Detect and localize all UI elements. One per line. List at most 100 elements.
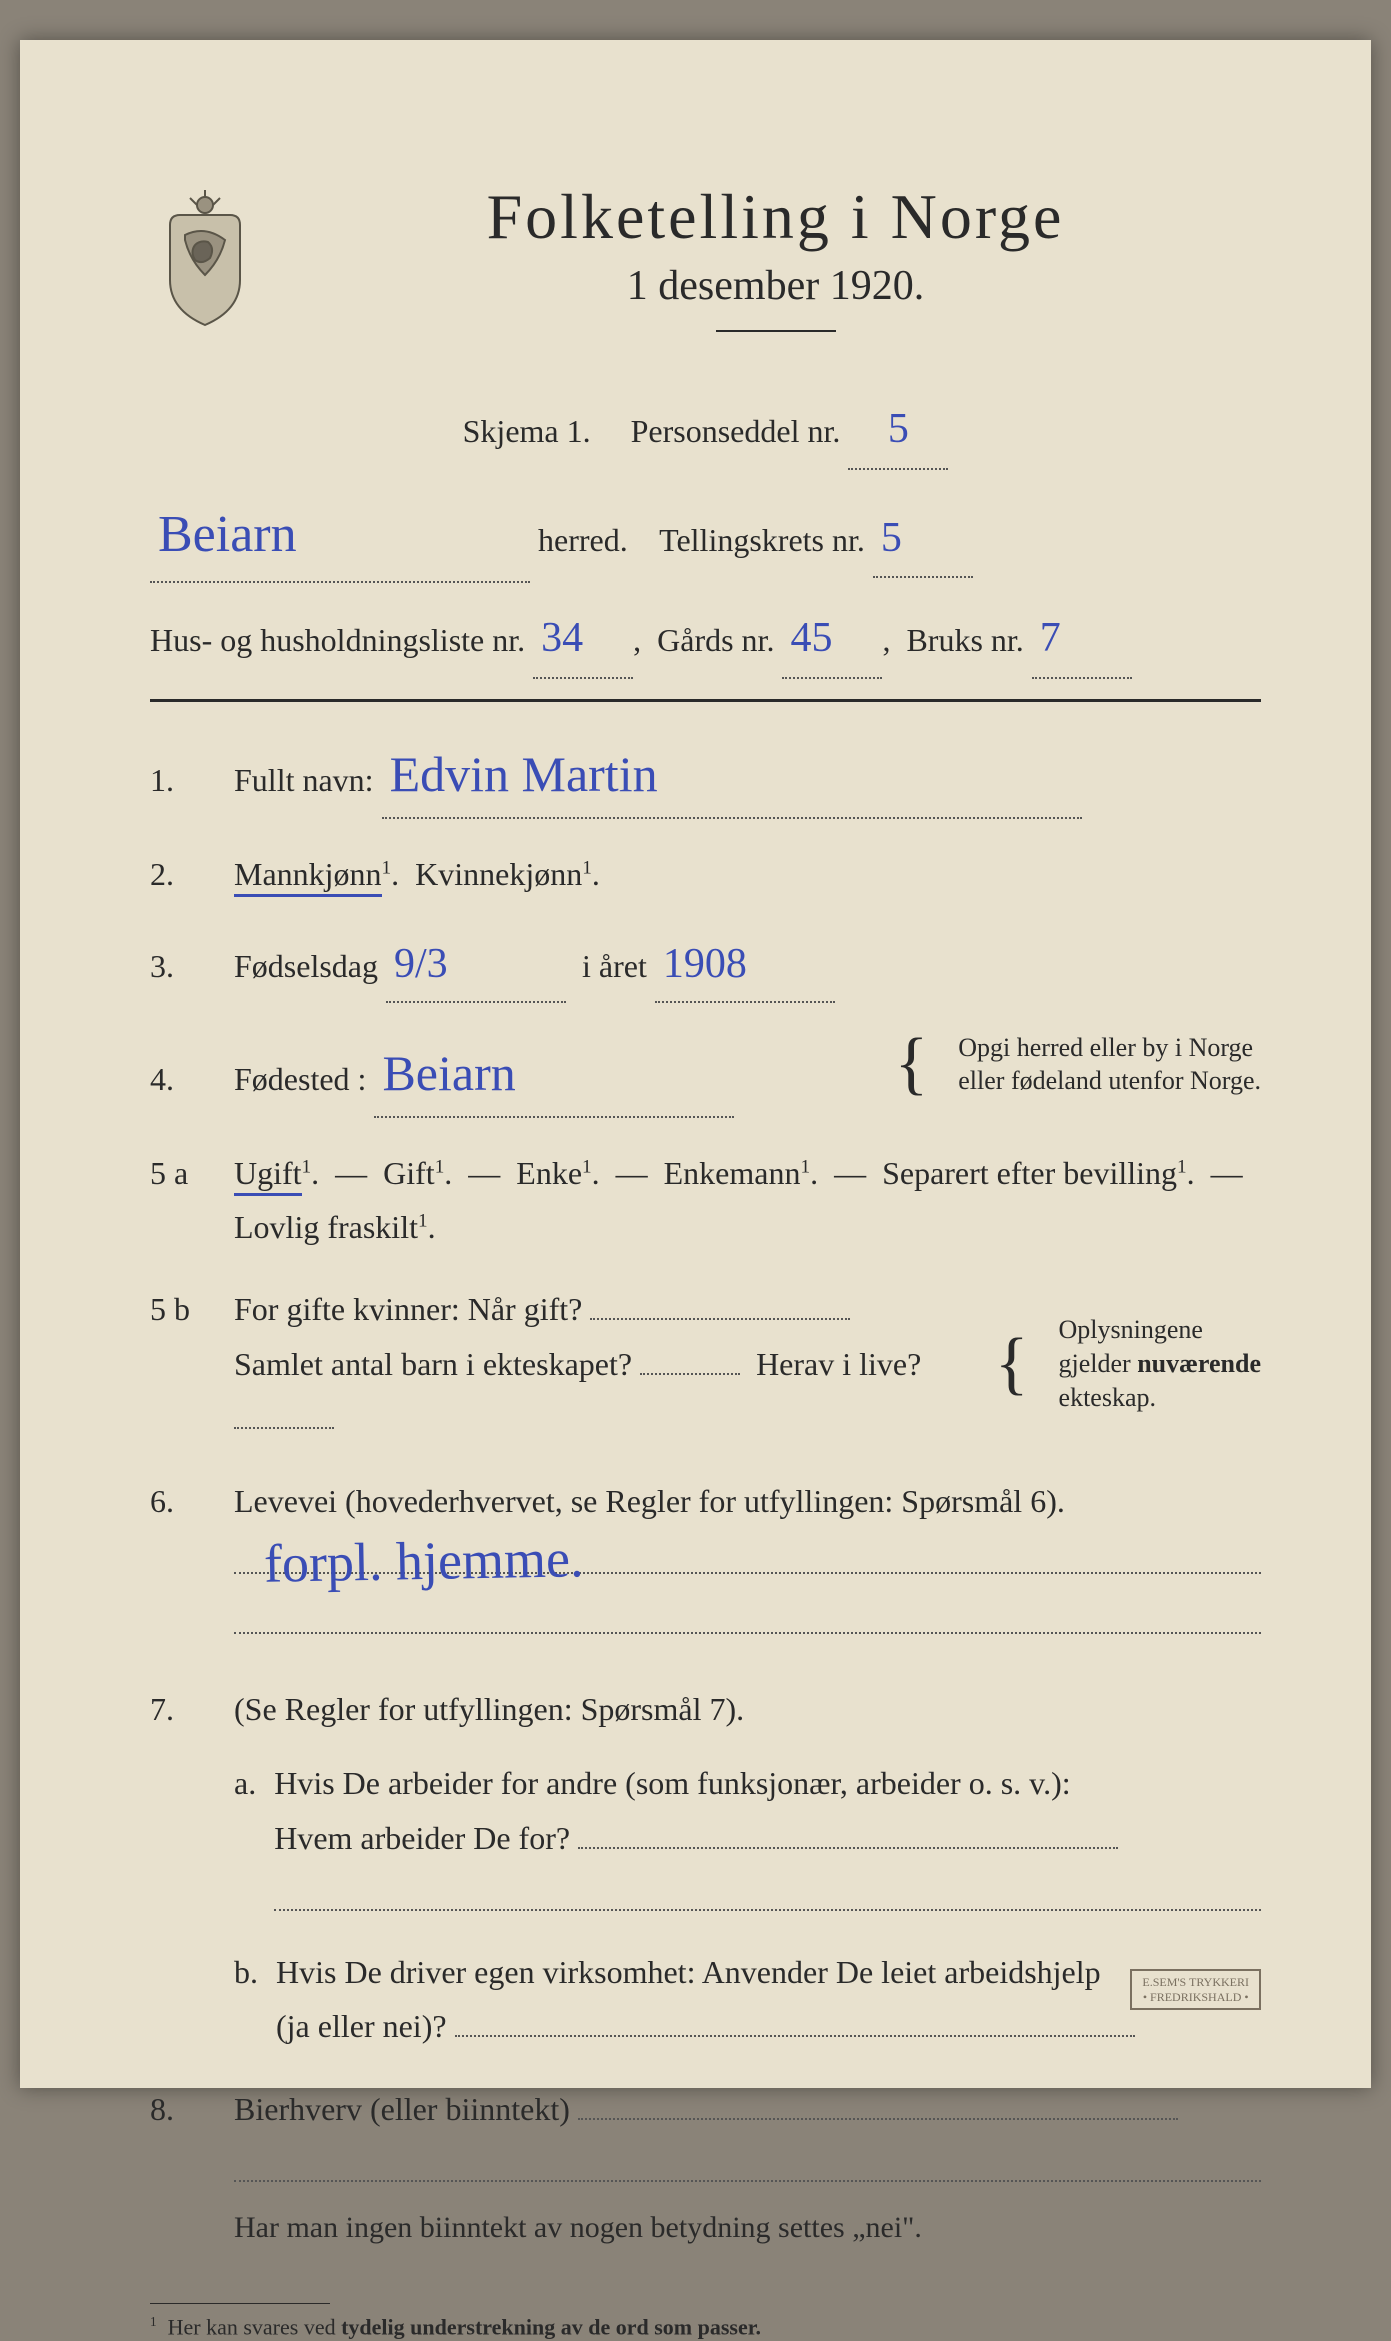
q4-note2: eller fødeland utenfor Norge. [958,1064,1261,1098]
tellingskrets-field: 5 [873,501,973,579]
husliste-label: Hus- og husholdningsliste nr. [150,622,525,658]
bruks-label: Bruks nr. [906,622,1023,658]
q5a-enkemann: Enkemann [664,1155,801,1191]
q3-year-field: 1908 [655,929,835,1002]
q2-kvinne: Kvinnekjønn [415,856,582,892]
question-2: 2. Mannkjønn1. Kvinnekjønn1. [150,847,1261,901]
q4-field: Beiarn [374,1031,734,1118]
q2-sup1: 1 [382,857,392,878]
question-5b: 5 b For gifte kvinner: Når gift? Samlet … [150,1282,1261,1445]
herred-line: Beiarn herred. Tellingskrets nr. 5 [150,488,1261,584]
q1-label: Fullt navn: [234,762,374,798]
q5a-enke: Enke [516,1155,582,1191]
q6-field: forpl. hjemme. [234,1534,1261,1574]
q4-number: 4. [150,1052,210,1106]
title-divider [716,330,836,332]
skjema-label: Skjema 1. [463,413,591,449]
title-block: Folketelling i Norge 1 desember 1920. [290,180,1261,362]
q7-number: 7. [150,1682,210,1736]
footnote-sup: 1 [150,2314,157,2329]
question-6: 6. Levevei (hovederhvervet, se Regler fo… [150,1474,1261,1654]
bruks-field: 7 [1032,601,1132,679]
q2-mann: Mannkjønn [234,856,382,897]
brace-icon: { [995,1336,1029,1392]
q5b-note: { Oplysningene gjelder nuværende ekteska… [995,1313,1261,1414]
herred-field: Beiarn [150,488,530,584]
skjema-line: Skjema 1. Personseddel nr. 5 [150,392,1261,470]
tellingskrets-value: 5 [881,515,902,561]
q7b-letter: b. [234,1945,258,2054]
q4-label: Fødested : [234,1061,366,1097]
q7a-field-2 [274,1871,1261,1911]
personseddel-value: 5 [888,406,909,452]
q7a-text2: Hvem arbeider De for? [274,1820,570,1856]
q5a-lovlig: Lovlig fraskilt [234,1209,418,1245]
brace-icon: { [895,1036,929,1092]
q1-number: 1. [150,753,210,807]
q6-field-2 [234,1594,1261,1634]
q7b-text1: Hvis De driver egen virksomhet: Anvender… [276,1954,1101,1990]
q6-number: 6. [150,1474,210,1528]
subtitle: 1 desember 1920. [290,262,1261,310]
bruks-value: 7 [1040,615,1061,661]
q5b-barn-field [640,1373,740,1375]
q8-number: 8. [150,2082,210,2136]
gards-field: 45 [782,601,882,679]
q1-field: Edvin Martin [382,732,1082,819]
q7b-field [455,2035,1135,2037]
q1-value: Edvin Martin [390,746,658,802]
question-4: 4. Fødested : Beiarn { Opgi herred eller… [150,1031,1261,1118]
q5b-note3: ekteskap. [1059,1381,1261,1415]
q5b-note2: gjelder nuværende [1059,1347,1261,1381]
question-7: 7. (Se Regler for utfyllingen: Spørsmål … [150,1682,1261,2054]
question-5a: 5 a Ugift1. — Gift1. — Enke1. — Enkemann… [150,1146,1261,1255]
q7-label: (Se Regler for utfyllingen: Spørsmål 7). [234,1691,744,1727]
q5b-number: 5 b [150,1282,210,1336]
stamp-line1: E.SEM'S TRYKKERI [1142,1975,1249,1989]
gards-value: 45 [790,615,832,661]
husliste-value: 34 [541,615,583,661]
q2-sup2: 1 [582,857,592,878]
document-header: Folketelling i Norge 1 desember 1920. [150,180,1261,362]
form-identifiers: Skjema 1. Personseddel nr. 5 Beiarn herr… [150,392,1261,679]
census-document: Folketelling i Norge 1 desember 1920. Sk… [20,40,1371,2088]
q7a-text1: Hvis De arbeider for andre (som funksjon… [274,1765,1070,1801]
q5b-line2a: Samlet antal barn i ekteskapet? [234,1346,632,1382]
question-1: 1. Fullt navn: Edvin Martin [150,732,1261,819]
q6-label: Levevei (hovederhvervet, se Regler for u… [234,1483,1065,1519]
tellingskrets-label: Tellingskrets nr. [659,522,865,558]
question-list: 1. Fullt navn: Edvin Martin 2. Mannkjønn… [150,732,1261,2253]
q3-day-field: 9/3 [386,929,566,1002]
herred-value: Beiarn [158,506,297,563]
q3-year-value: 1908 [663,941,747,987]
q3-label: Fødselsdag [234,948,378,984]
q5b-live-field [234,1427,334,1429]
q4-note1: Opgi herred eller by i Norge [958,1031,1261,1065]
question-3: 3. Fødselsdag 9/3 i året 1908 [150,929,1261,1002]
herred-label: herred. [538,522,628,558]
q5a-gift: Gift [383,1155,435,1191]
q3-day-value: 9/3 [394,941,448,987]
q5b-line1: For gifte kvinner: Når gift? [234,1291,582,1327]
coat-of-arms-icon [150,190,260,330]
q2-number: 2. [150,847,210,901]
stamp-line2: • FREDRIKSHALD • [1142,1990,1249,2004]
footnote-rule [150,2303,330,2304]
q5b-note1: Oplysningene [1059,1313,1261,1347]
q8-label: Bierhverv (eller biinntekt) [234,2091,570,2127]
q3-number: 3. [150,939,210,993]
q7a-letter: a. [234,1756,256,1931]
q5a-separert: Separert efter bevilling [882,1155,1177,1191]
q7b-text2: (ja eller nei)? [276,2008,447,2044]
q4-note: { Opgi herred eller by i Norge eller fød… [895,1031,1261,1099]
hus-line: Hus- og husholdningsliste nr. 34 , Gårds… [150,601,1261,679]
q8-field-2 [234,2142,1261,2182]
q8-note: Har man ingen biinntekt av nogen betydni… [234,2202,1261,2253]
footnote: 1 Her kan svares ved tydelig understrekn… [150,2314,1261,2340]
q5a-ugift: Ugift [234,1155,302,1196]
personseddel-label: Personseddel nr. [631,413,841,449]
q5b-gift-field [590,1318,850,1320]
q3-year-label: i året [582,948,647,984]
printer-stamp: E.SEM'S TRYKKERI • FREDRIKSHALD • [1130,1969,1261,2010]
q8-field [578,2118,1178,2120]
